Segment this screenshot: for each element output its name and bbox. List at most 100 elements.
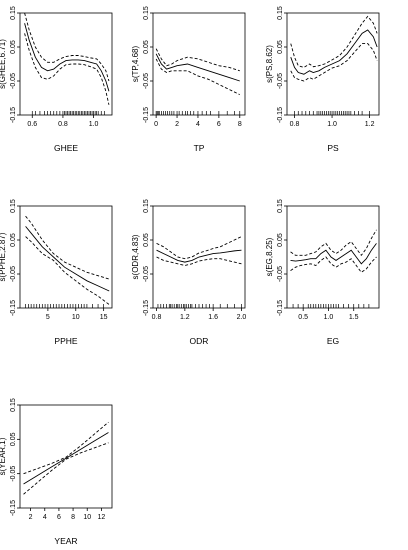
y-tick-label: -0.15 (277, 300, 284, 316)
x-tick-label: 6 (217, 121, 221, 128)
y-tick-label: -0.05 (10, 266, 17, 282)
y-tick-label: -0.05 (277, 73, 284, 89)
confidence-band-line (155, 48, 240, 72)
x-tick-label: 6 (57, 514, 61, 521)
x-axis-label: YEAR (54, 536, 77, 546)
y-tick-label: -0.05 (143, 73, 150, 89)
x-tick-label: 10 (72, 314, 80, 321)
smooth-line (290, 243, 377, 265)
smooth-line (156, 249, 242, 263)
y-tick-label: -0.15 (10, 107, 17, 123)
smooth-line (24, 23, 110, 92)
y-tick-label: 0.15 (143, 199, 150, 213)
y-axis-label: s(EG,8.25) (265, 237, 274, 276)
y-tick-label: 0.05 (277, 40, 284, 54)
y-axis-label: s(PS,8.62) (265, 45, 274, 83)
y-tick-label: -0.15 (277, 107, 284, 123)
confidence-band-line (290, 43, 378, 82)
x-tick-label: 12 (97, 514, 105, 521)
x-tick-label: 5 (46, 314, 50, 321)
confidence-band-line (23, 442, 109, 495)
x-tick-label: 15 (100, 314, 108, 321)
y-tick-label: -0.15 (143, 300, 150, 316)
panel-eg: -0.15 -0.05 0.05 0.15 0.5 1.0 1.5 s(EG,8.25) EG (265, 199, 380, 346)
plot-frame (286, 12, 380, 116)
confidence-band-line (290, 256, 377, 273)
y-tick-label: 0.05 (143, 40, 150, 54)
y-tick-label: 0.15 (10, 6, 17, 20)
confidence-band-line (23, 421, 109, 475)
panel-pphe: -0.15 -0.05 0.05 0.15 5 10 15 s(PPHE,2.87) PPHE (0, 199, 113, 346)
y-tick-label: 0.15 (277, 199, 284, 213)
x-tick-label: 2.0 (237, 314, 247, 321)
confidence-band-line (156, 236, 242, 260)
y-tick-label: -0.05 (10, 466, 17, 482)
smooth-line (290, 29, 378, 75)
y-axis-label: s(TP,4.68) (131, 46, 140, 83)
confidence-band-line (25, 215, 110, 280)
y-tick-label: 0.05 (277, 233, 284, 247)
x-tick-label: 0.8 (152, 314, 162, 321)
plot-frame (19, 404, 113, 509)
smooth-line (155, 53, 240, 82)
y-tick-label: -0.15 (143, 107, 150, 123)
y-tick-label: 0.15 (277, 6, 284, 20)
x-axis-label: PPHE (54, 336, 77, 346)
panel-ghee: -0.15 -0.05 0.05 0.15 0.6 0.8 1.0 s(GHEE,6.71) G… (0, 6, 113, 153)
panel-year: -0.15 -0.05 0.05 0.15 2 4 6 8 10 12 s(YEAR,1) YEAR (0, 398, 113, 546)
x-tick-label: 8 (238, 121, 242, 128)
y-tick-label: 0.15 (10, 199, 17, 213)
x-tick-label: 1.2 (180, 314, 190, 321)
x-axis-label: TP (194, 143, 205, 153)
confidence-band-line (290, 229, 377, 257)
x-axis-label: EG (327, 336, 339, 346)
y-tick-label: 0.05 (10, 233, 17, 247)
confidence-band-line (155, 58, 240, 96)
plot-frame (19, 205, 113, 309)
x-tick-label: 1.0 (89, 121, 99, 128)
x-axis-label: ODR (190, 336, 209, 346)
confidence-band-line (24, 33, 110, 105)
x-tick-label: 10 (83, 514, 91, 521)
y-tick-label: -0.05 (10, 73, 17, 89)
plot-frame (286, 205, 380, 309)
x-tick-label: 0.5 (298, 314, 308, 321)
y-tick-label: 0.05 (143, 233, 150, 247)
smooth-line (23, 432, 109, 485)
smooth-line (25, 226, 110, 292)
x-tick-label: 0.8 (58, 121, 68, 128)
y-tick-label: 0.05 (10, 432, 17, 446)
panel-ps: -0.15 -0.05 0.05 0.15 0.8 1.0 1.2 s(PS,8.62) PS (265, 6, 380, 153)
x-tick-label: 1.6 (208, 314, 218, 321)
plot-frame (152, 12, 246, 116)
y-axis-label: s(PPHE,2.87) (0, 232, 7, 281)
y-tick-label: 0.05 (10, 40, 17, 54)
x-tick-label: 2 (29, 514, 33, 521)
x-tick-label: 1.0 (327, 121, 337, 128)
y-tick-label: -0.05 (143, 266, 150, 282)
y-axis-label: s(ODR,4.83) (131, 234, 140, 279)
panel-odr: -0.15 -0.05 0.05 0.15 0.8 1.2 1.6 2.0 s(ODR,4.83… (131, 199, 246, 346)
y-tick-label: 0.15 (143, 6, 150, 20)
x-tick-label: 0.8 (290, 121, 300, 128)
x-tick-label: 0.6 (27, 121, 37, 128)
y-axis-label: s(GHEE,6.71) (0, 39, 7, 89)
x-tick-label: 1.2 (365, 121, 375, 128)
x-tick-label: 4 (43, 514, 47, 521)
x-tick-label: 2 (175, 121, 179, 128)
x-tick-label: 1.5 (349, 314, 359, 321)
panel-tp: -0.15 -0.05 0.05 0.15 0 2 4 6 8 s(TP,4.68) TP (131, 6, 246, 153)
confidence-band-line (290, 15, 378, 68)
y-tick-label: -0.05 (277, 266, 284, 282)
x-axis-label: GHEE (54, 143, 78, 153)
y-axis-label: s(YEAR,1) (0, 437, 7, 475)
y-tick-label: -0.15 (10, 500, 17, 516)
confidence-band-line (156, 256, 242, 266)
x-axis-label: PS (327, 143, 339, 153)
x-tick-label: 4 (196, 121, 200, 128)
y-tick-label: 0.15 (10, 398, 17, 412)
confidence-band-line (24, 12, 110, 82)
x-tick-label: 1.0 (324, 314, 334, 321)
confidence-band-line (25, 236, 110, 305)
